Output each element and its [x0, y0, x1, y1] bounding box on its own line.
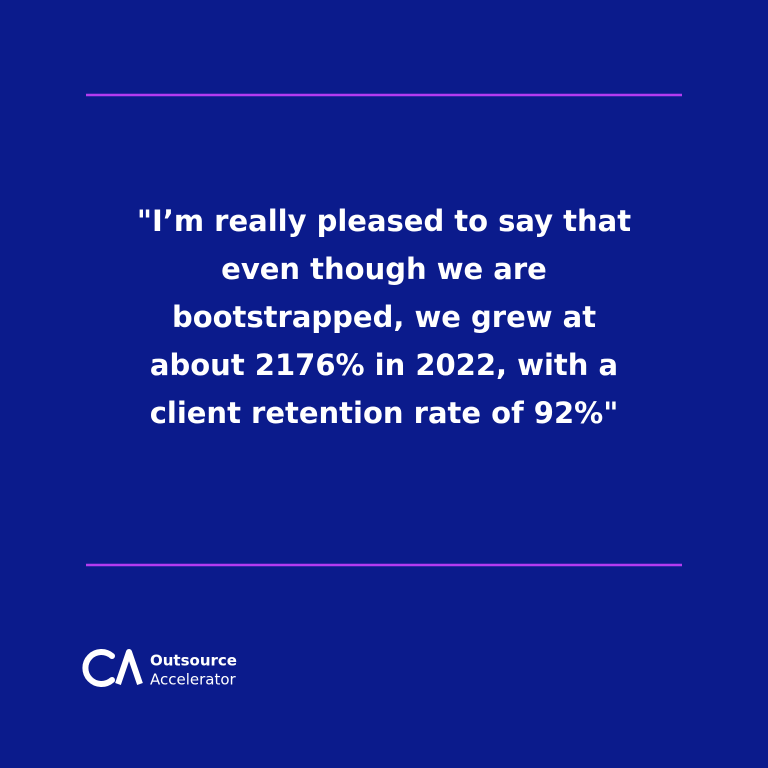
quote-line: about 2176% in 2022, with a: [150, 348, 618, 382]
logo-c: [82, 649, 115, 687]
quote-line: client retention rate of 92%": [150, 396, 619, 430]
logo-text-2: Accelerator: [150, 671, 237, 689]
quote-line: bootstrapped, we grew at: [172, 300, 596, 334]
quote-line: "I’m really pleased to say that: [137, 204, 631, 238]
quote: "I’m really pleased to say that even thou…: [137, 204, 631, 430]
logo-a: [115, 649, 143, 685]
quote-line: even though we are: [221, 252, 547, 286]
logo-text-1: Outsource: [150, 652, 237, 670]
logo-icon: [82, 649, 143, 687]
